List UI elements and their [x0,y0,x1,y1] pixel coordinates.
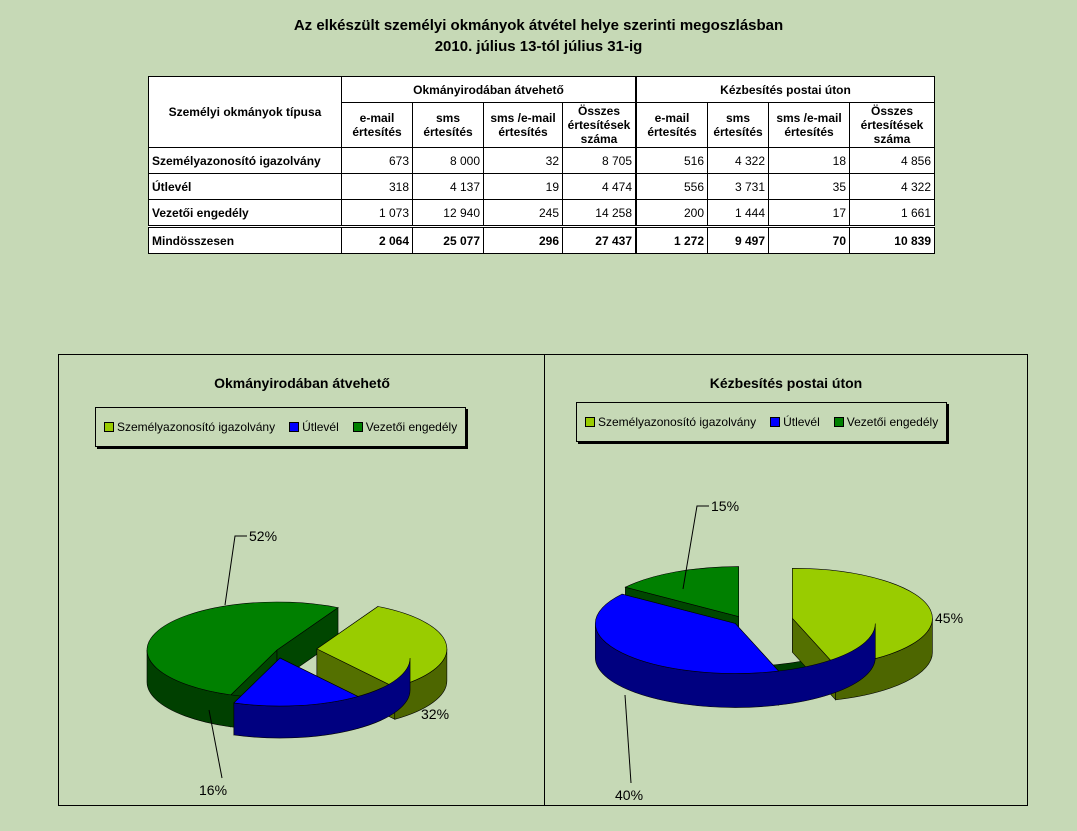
page-subtitle: 2010. július 13-tól július 31-ig [434,38,643,55]
row-label: Személyazonosító igazolvány [148,147,342,174]
col-header: Összes értesítések száma [562,102,637,148]
pie-chart-office: Okmányirodában átvehető Személyazonosító… [58,354,545,806]
table-cell: 32 [483,147,563,174]
table-cell: 25 077 [412,225,484,254]
table-row: Vezetői engedély 1 073 12 940 245 14 258… [148,199,935,227]
table-cell: 10 839 [849,225,935,254]
slice-label: 40% [615,787,643,803]
legend-item: Vezetői engedély [833,415,939,429]
legend-label: Útlevél [302,420,339,434]
row-label: Mindösszesen [148,225,342,254]
table-cell: 8 000 [412,147,484,174]
table-cell: 556 [635,173,708,200]
slice-label: 32% [421,706,449,722]
corner-header: Személyi okmányok típusa [148,76,342,148]
table-row-total: Mindösszesen 2 064 25 077 296 27 437 1 2… [148,225,935,254]
legend-label: Útlevél [783,415,820,429]
legend-swatch [770,417,781,427]
legend-swatch [352,422,363,432]
table-cell: 12 940 [412,199,484,227]
legend-label: Vezetői engedély [365,420,458,434]
table-cell: 2 064 [341,225,413,254]
chart-legend: Személyazonosító igazolvány Útlevél Veze… [95,407,467,447]
summary-table: Személyi okmányok típusa Okmányirodában … [148,76,935,254]
table-cell: 200 [635,199,708,227]
chart-legend: Személyazonosító igazolvány Útlevél Veze… [576,402,948,442]
pie-plot: 45% 40% 15% [594,498,963,803]
table-cell: 19 [483,173,563,200]
legend-swatch [104,422,114,432]
slice-label: 15% [711,498,739,514]
table-row: Útlevél 318 4 137 19 4 474 556 3 731 35 … [148,173,935,200]
pie-slice [594,593,876,708]
pie-plot: 32% 16% 52% [146,528,449,798]
slice-label: 16% [199,782,227,798]
leader-line [208,709,223,779]
table-cell: 17 [768,199,850,227]
table-cell: 4 474 [562,173,637,200]
table-cell: 3 731 [707,173,769,200]
table-cell: 4 856 [849,147,935,174]
group-header-office: Okmányirodában átvehető [341,76,637,103]
table-cell: 14 258 [562,199,637,227]
legend-label: Vezetői engedély [846,415,939,429]
table-cell: 27 437 [562,225,637,254]
table-cell: 673 [341,147,413,174]
table-cell: 516 [635,147,708,174]
page-title: Az elkészült személyi okmányok átvétel h… [293,17,784,34]
col-header: e-mail értesítés [635,102,708,148]
pie-chart-post: Kézbesítés postai úton Személyazonosító … [544,354,1028,806]
leader-line [624,694,632,784]
legend-item: Útlevél [770,415,820,429]
table-cell: 1 444 [707,199,769,227]
row-label: Vezetői engedély [148,199,342,227]
col-header: sms /e-mail értesítés [768,102,850,148]
col-header: Összes értesítések száma [849,102,935,148]
chart-title: Kézbesítés postai úton [709,375,863,391]
table-row: Személyazonosító igazolvány 673 8 000 32… [148,147,935,174]
legend-item: Útlevél [289,420,339,434]
row-label: Útlevél [148,173,342,200]
legend-item: Személyazonosító igazolvány [104,420,275,434]
table-cell: 4 322 [707,147,769,174]
leader-line [682,505,709,590]
table-cell: 18 [768,147,850,174]
legend-label: Személyazonosító igazolvány [598,415,757,429]
table-cell: 4 137 [412,173,484,200]
chart-title: Okmányirodában átvehető [214,375,390,391]
table-cell: 70 [768,225,850,254]
leader-line [224,535,247,606]
table-cell: 1 272 [635,225,708,254]
group-header-post: Kézbesítés postai úton [635,76,935,103]
legend-item: Személyazonosító igazolvány [585,415,756,429]
legend-item: Vezetői engedély [352,420,458,434]
table-cell: 1 661 [849,199,935,227]
pie-slice [233,657,411,739]
table-cell: 318 [341,173,413,200]
col-header: sms /e-mail értesítés [483,102,563,148]
table-cell: 35 [768,173,850,200]
legend-swatch [289,422,300,432]
table-cell: 1 073 [341,199,413,227]
table-cell: 8 705 [562,147,637,174]
slice-label: 52% [249,528,277,544]
table-cell: 296 [483,225,563,254]
legend-label: Személyazonosító igazolvány [117,420,276,434]
table-cell: 4 322 [849,173,935,200]
legend-swatch [833,417,844,427]
table-cell: 9 497 [707,225,769,254]
col-header: sms értesítés [707,102,769,148]
legend-swatch [585,417,595,427]
slice-label: 45% [935,610,963,626]
col-header: sms értesítés [412,102,484,148]
col-header: e-mail értesítés [341,102,413,148]
table-cell: 245 [483,199,563,227]
